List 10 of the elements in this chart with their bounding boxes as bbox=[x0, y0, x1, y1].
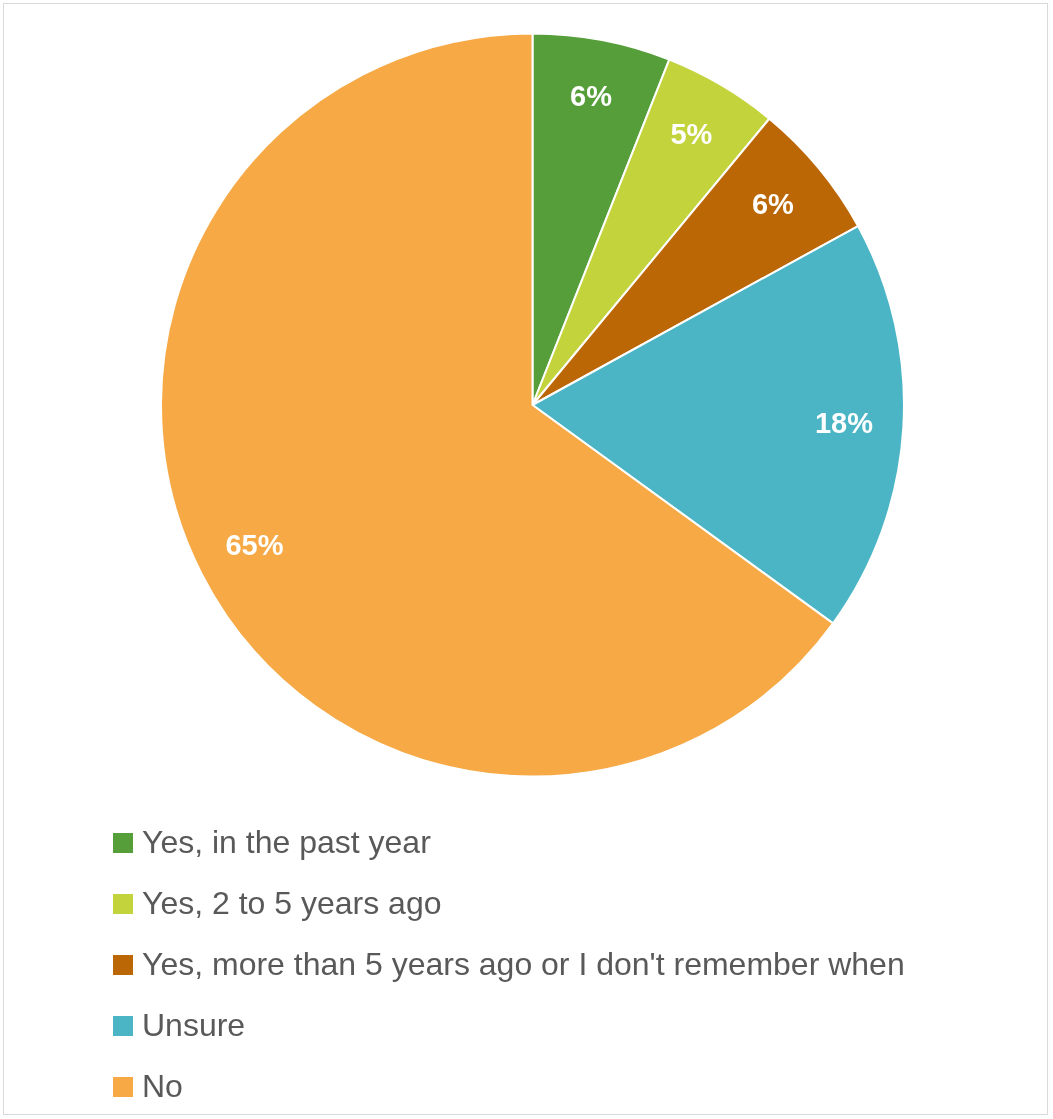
data-label: 65% bbox=[225, 528, 284, 561]
legend-label: No bbox=[142, 1068, 183, 1105]
data-label: 5% bbox=[670, 118, 713, 151]
data-label: 18% bbox=[814, 406, 874, 439]
legend-label: Unsure bbox=[142, 1007, 246, 1044]
legend-label: Yes, more than 5 years ago or I don't remember when bbox=[142, 946, 905, 983]
legend-label: Yes, in the past year bbox=[142, 824, 431, 861]
legend-label: Yes, 2 to 5 years ago bbox=[142, 885, 442, 922]
data-label: 6% bbox=[751, 188, 795, 221]
data-label: 6% bbox=[570, 80, 613, 113]
